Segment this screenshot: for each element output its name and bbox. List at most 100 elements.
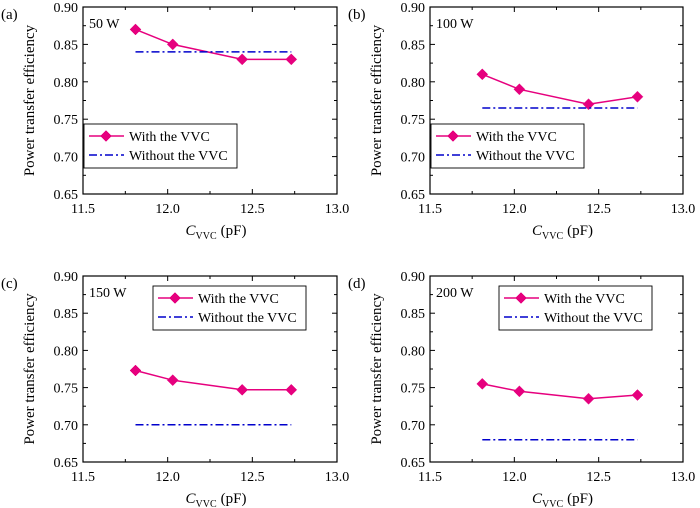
legend: With the VVC Without the VVC [498, 285, 653, 331]
y-tick-label: 0.75 [54, 113, 79, 128]
y-tick-label: 0.70 [401, 151, 426, 166]
x-tick-label: 12.5 [586, 470, 611, 485]
x-axis-label-unit: (pF) [567, 491, 593, 507]
legend-marker [515, 292, 527, 304]
panel-label: (b) [348, 7, 366, 23]
series-line-with-vvc [482, 73, 638, 105]
y-axis-label: Power transfer efficiency [22, 24, 38, 176]
y-tick-label: 0.85 [401, 38, 426, 53]
y-tick-label: 0.85 [54, 307, 79, 322]
y-tick-label: 0.80 [54, 344, 79, 359]
series-line-with-vvc [482, 383, 638, 400]
x-tick-label: 13.0 [325, 202, 350, 217]
legend-marker [447, 130, 459, 142]
legend-entry: Without the VVC [198, 311, 297, 326]
y-tick-label: 0.70 [54, 419, 79, 434]
y-tick-label: 0.80 [54, 76, 79, 91]
legend-box [498, 285, 653, 331]
x-axis-label-subscript: VVC [542, 499, 563, 508]
x-tick-label: 12.5 [586, 202, 611, 217]
y-tick-label: 0.85 [401, 307, 426, 322]
legend-entry: With the VVC [476, 130, 557, 145]
panel-label: (d) [348, 276, 366, 292]
power-annotation: 100 W [436, 17, 474, 32]
y-tick-label: 0.65 [401, 188, 426, 203]
x-axis-label-symbol: C [186, 223, 197, 239]
y-tick-label: 0.75 [401, 113, 426, 128]
x-tick-label: 12.0 [155, 470, 180, 485]
legend-marker [169, 292, 181, 304]
data-point-with-vvc [166, 374, 179, 387]
power-annotation: 150 W [89, 286, 127, 301]
y-tick-label: 0.65 [54, 188, 79, 203]
legend-box [430, 123, 585, 169]
x-axis-label-symbol: C [186, 491, 197, 507]
x-tick-label: 12.0 [502, 202, 527, 217]
data-point-with-vvc [236, 53, 249, 66]
x-tick-label: 12.0 [502, 470, 527, 485]
y-axis-label: Power transfer efficiency [22, 293, 38, 445]
chart-panel-3: 11.5 12.0 12.5 13.0 0.65 0.70 0.75 0.80 0.85 0.90… [1, 270, 349, 508]
y-tick-label: 0.85 [54, 38, 79, 53]
y-tick-label: 0.80 [401, 76, 426, 91]
x-axis-label: CVVC (pF) [532, 223, 593, 242]
y-tick-label: 0.65 [54, 456, 79, 471]
x-axis-label-subscript: VVC [196, 499, 217, 508]
y-tick-label: 0.75 [54, 382, 79, 397]
y-tick-label: 0.70 [401, 419, 426, 434]
x-tick-label: 12.5 [240, 202, 265, 217]
power-annotation: 200 W [436, 286, 474, 301]
legend-entry: Without the VVC [476, 149, 575, 164]
legend-box [152, 285, 307, 331]
x-axis-label-subscript: VVC [196, 231, 217, 242]
x-tick-label: 11.5 [418, 202, 442, 217]
data-point-with-vvc [285, 383, 298, 396]
y-tick-label: 0.75 [401, 382, 426, 397]
x-tick-label: 11.5 [71, 470, 95, 485]
data-point-with-vvc [513, 385, 526, 398]
y-tick-label: 0.90 [401, 1, 426, 16]
chart-panel-4: 11.5 12.0 12.5 13.0 0.65 0.70 0.75 0.80 0.85 0.90… [348, 270, 695, 508]
series-line-with-vvc [135, 28, 292, 61]
data-point-with-vvc [236, 383, 249, 396]
data-point-with-vvc [129, 23, 142, 36]
legend: With the VVC Without the VVC [83, 123, 238, 169]
x-axis-label: CVVC (pF) [532, 491, 593, 508]
power-annotation: 50 W [89, 17, 120, 32]
data-point-with-vvc [476, 68, 489, 81]
data-point-with-vvc [513, 83, 526, 96]
legend-entry: With the VVC [544, 292, 625, 307]
legend-entry: Without the VVC [129, 149, 228, 164]
data-point-with-vvc [582, 392, 595, 405]
x-axis-label: CVVC (pF) [186, 223, 247, 242]
data-point-with-vvc [582, 98, 595, 111]
panel-label: (a) [1, 7, 18, 23]
y-tick-label: 0.65 [401, 456, 426, 471]
legend-entry: Without the VVC [544, 311, 643, 326]
x-axis-label-unit: (pF) [221, 223, 247, 239]
x-tick-label: 12.0 [155, 202, 180, 217]
y-tick-label: 0.90 [54, 1, 79, 16]
legend: With the VVC Without the VVC [152, 285, 307, 331]
x-axis-label-subscript: VVC [542, 231, 563, 242]
legend-box [83, 123, 238, 169]
y-tick-label: 0.90 [54, 270, 79, 285]
x-axis-label-unit: (pF) [221, 491, 247, 507]
data-point-with-vvc [476, 378, 489, 390]
y-tick-label: 0.80 [401, 344, 426, 359]
legend-entry: With the VVC [129, 130, 210, 145]
x-tick-label: 11.5 [71, 202, 95, 217]
data-point-with-vvc [631, 90, 644, 103]
data-point-with-vvc [166, 38, 179, 51]
y-axis-label: Power transfer efficiency [369, 24, 385, 176]
data-point-with-vvc [129, 364, 142, 377]
chart-panel-1: 11.5 12.0 12.5 13.0 0.65 0.70 0.75 0.80 0.85 0.90… [1, 1, 349, 242]
x-axis-label-unit: (pF) [567, 223, 593, 239]
x-tick-label: 13.0 [671, 202, 696, 217]
panel-label: (c) [1, 276, 18, 292]
x-axis-label-symbol: C [532, 491, 543, 507]
data-point-with-vvc [631, 389, 644, 401]
x-tick-label: 12.5 [240, 470, 265, 485]
